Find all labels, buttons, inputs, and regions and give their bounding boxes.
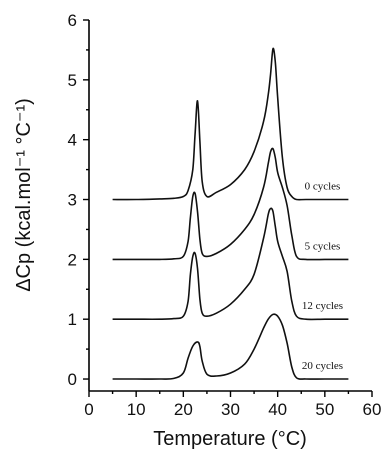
y-tick-label: 6: [68, 11, 77, 30]
series-group: 0 cycles 5 cycles 12 cycles 20 cycles: [112, 47, 349, 380]
x-tick-label: 0: [84, 400, 93, 419]
y-tick-label: 1: [68, 310, 77, 329]
series-label-12-cycles: 12 cycles: [302, 300, 343, 312]
x-tick-label: 60: [363, 400, 382, 419]
y-tick-label: 2: [68, 250, 77, 269]
x-tick-label: 20: [174, 400, 193, 419]
series-label-20-cycles: 20 cycles: [302, 360, 343, 372]
x-tick-label: 40: [268, 400, 287, 419]
series-line-12-cycles: [112, 207, 349, 321]
y-tick-label: 3: [68, 191, 77, 210]
x-tick-label: 30: [221, 400, 240, 419]
series-label-0-cycles: 0 cycles: [305, 181, 341, 193]
y-tick-label: 5: [68, 71, 77, 90]
y-tick-label: 0: [68, 370, 77, 389]
y-axis-title: ΔCp (kcal.mol⁻¹ °C⁻¹): [13, 98, 35, 292]
series-label-5-cycles: 5 cycles: [305, 240, 341, 252]
x-tick-label: 50: [315, 400, 334, 419]
axes-group: 0 10 20 30 40 50 60 0 1 2 3 4 5 6: [68, 11, 382, 419]
x-tick-label: 10: [127, 400, 146, 419]
series-line-0-cycles: [112, 47, 349, 201]
series-line-20-cycles: [112, 313, 349, 380]
series-line-5-cycles: [112, 147, 349, 261]
y-tick-label: 4: [68, 131, 77, 150]
x-axis-title: Temperature (°C): [153, 428, 307, 450]
